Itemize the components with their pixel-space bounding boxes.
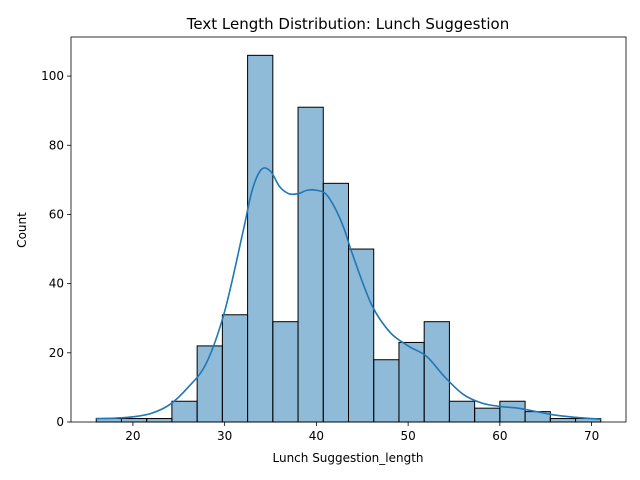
histogram-bar (297, 106, 324, 423)
kde-curve (96, 167, 601, 421)
plot-frame (70, 36, 627, 423)
histogram-bar (120, 418, 148, 423)
x-axis-ticks: 20 30 40 50 60 70 (125, 422, 599, 443)
histogram-bar (373, 359, 400, 423)
y-axis-label: Count (15, 212, 29, 248)
histogram-bar (474, 407, 501, 423)
histogram-bar (322, 182, 350, 423)
histogram-bar (348, 248, 375, 423)
histogram-bar (398, 341, 425, 423)
histogram-bar (423, 321, 450, 423)
y-tick-label: 40 (49, 277, 64, 291)
histogram-bars (95, 54, 602, 423)
x-tick-label: 50 (400, 429, 415, 443)
y-tick-label: 60 (49, 207, 64, 221)
y-axis-ticks: 0 20 40 60 80 100 (41, 69, 71, 429)
histogram-bar (247, 54, 274, 423)
chart-title: Text Length Distribution: Lunch Suggesti… (186, 15, 509, 33)
histogram-bar (221, 314, 249, 423)
histogram-bar (171, 400, 198, 423)
y-tick-label: 20 (49, 346, 64, 360)
x-tick-label: 30 (217, 429, 232, 443)
x-tick-label: 70 (584, 429, 599, 443)
x-tick-label: 60 (492, 429, 507, 443)
x-tick-label: 20 (125, 429, 140, 443)
y-tick-label: 80 (49, 138, 64, 152)
x-axis-label: Lunch Suggestion_length (272, 451, 423, 465)
y-tick-label: 100 (41, 69, 64, 83)
histogram-bar (448, 400, 476, 423)
histogram-bar (146, 418, 173, 423)
x-tick-label: 40 (309, 429, 324, 443)
histogram-bar (272, 321, 299, 423)
y-tick-label: 0 (56, 415, 64, 429)
histogram-bar (549, 418, 577, 423)
histogram-bar (499, 400, 526, 423)
